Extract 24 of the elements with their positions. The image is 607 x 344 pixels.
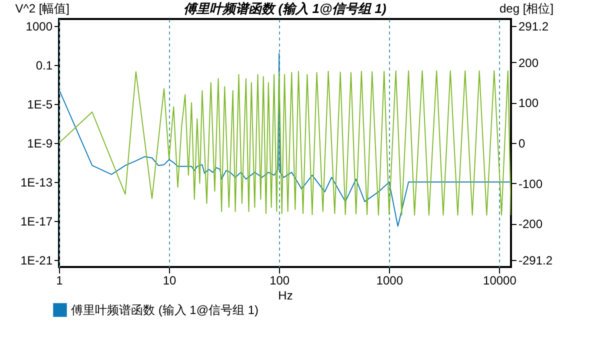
x-axis-title: Hz	[278, 288, 293, 302]
y-tick-label: 1E-13	[20, 176, 53, 190]
chart-title: 傅里叶频谱函数 (输入 1@信号组 1)	[184, 1, 386, 16]
y2-tick-label: -291.2	[518, 254, 553, 268]
y-tick-label: 1E-9	[27, 136, 53, 150]
y-tick-label: 1000	[26, 19, 53, 34]
y2-tick-label: -100	[518, 176, 543, 191]
y2-tick-label: 100	[518, 96, 539, 110]
x-tick-label: 100	[270, 274, 290, 288]
y-tick-label: 1E-21	[20, 254, 53, 268]
legend-label: 傅里叶频谱函数 (输入 1@信号组 1)	[71, 303, 259, 317]
y2-tick-label: 0	[518, 136, 526, 150]
y2-axis-title: deg [相位]	[500, 2, 554, 16]
x-tick-label: 1	[56, 274, 64, 288]
y-tick-label: 0.1	[36, 58, 53, 72]
y-tick-label: 1E-5	[27, 97, 53, 112]
y2-tick-label: 200	[518, 56, 539, 70]
y-axis-title: V^2 [幅值]	[15, 2, 70, 16]
y-tick-label: 1E-17	[20, 214, 53, 229]
y2-tick-label: -200	[518, 217, 543, 232]
x-tick-label: 10	[162, 274, 177, 288]
x-tick-label: 10000	[483, 274, 517, 288]
x-tick-label: 1000	[376, 274, 404, 288]
y2-tick-label: 291.2	[518, 19, 549, 34]
